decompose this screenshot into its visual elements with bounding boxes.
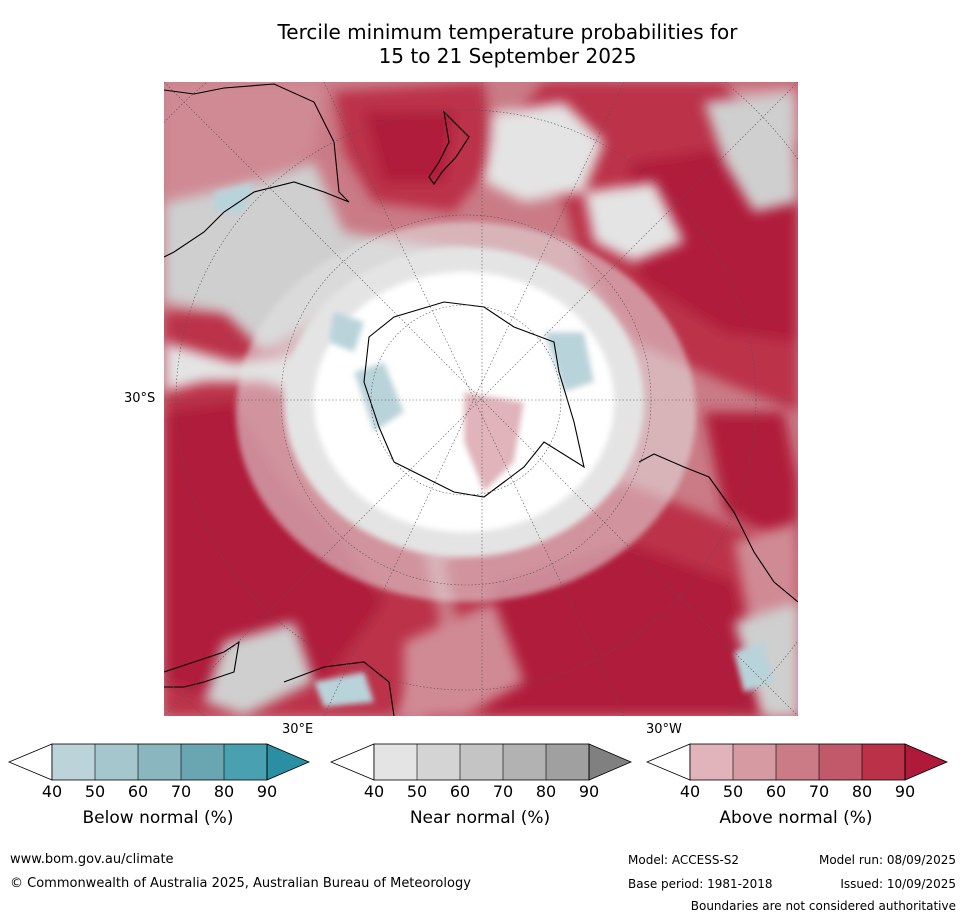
southern-africa-coast [283, 661, 395, 716]
model-run-date: Model run: 08/09/2025 [818, 853, 956, 867]
colorbar-segment-near-90 [588, 743, 632, 781]
south-america-coast [638, 453, 798, 603]
latitude-label: 30°S [124, 391, 156, 406]
legend-tick: 80 [213, 782, 235, 801]
title-line-2: 15 to 21 September 2025 [378, 44, 637, 68]
antarctica-coast [363, 301, 585, 498]
colorbar-segment-above-90 [904, 743, 948, 781]
africa-coast [164, 640, 240, 688]
colorbar-segment-above-40 [690, 744, 733, 780]
legend-tick: 90 [578, 782, 600, 801]
coastlines [164, 83, 798, 716]
website-link[interactable]: www.bom.gov.au/climate [10, 852, 174, 867]
longitude-label-east: 30°E [282, 722, 314, 737]
model-name: Model: ACCESS-S2 [628, 853, 740, 867]
boundary-disclaimer: Boundaries are not considered authoritat… [690, 899, 956, 913]
legend-tick: 60 [449, 782, 471, 801]
polar-ring-region [236, 222, 696, 602]
new-zealand-coast [428, 110, 470, 185]
colorbar-segment-below-90 [266, 743, 310, 781]
legend-tick: 50 [406, 782, 428, 801]
colorbar-segment-near-40 [374, 744, 417, 780]
graticule [164, 82, 798, 716]
legend-title-below: Below normal (%) [82, 808, 234, 828]
below-normal-patches [214, 182, 774, 707]
colorbar-segment-near-70 [503, 744, 546, 780]
legend-tick: 70 [492, 782, 514, 801]
colorbar-above-normal [646, 743, 948, 781]
colorbar-segment-below-70 [181, 744, 224, 780]
legend-tick: 40 [363, 782, 385, 801]
legend-tick: 50 [84, 782, 106, 801]
colorbar-segment-above-80 [862, 744, 905, 780]
legend-tick: 50 [722, 782, 744, 801]
base-period: Base period: 1981-2018 [628, 877, 773, 891]
colorbar-segment-above-lower [646, 743, 691, 781]
polar-map [164, 82, 798, 716]
map-canvas [164, 82, 798, 716]
colorbar-segment-below-50 [95, 744, 138, 780]
legend-above-normal: 40 50 60 70 80 90 Above normal (%) [646, 742, 948, 852]
copyright-notice: © Commonwealth of Australia 2025, Austra… [10, 876, 471, 891]
colorbar-segment-near-50 [417, 744, 460, 780]
legend-title-above: Above normal (%) [719, 808, 873, 828]
longitude-label-west: 30°W [646, 722, 682, 737]
legend-title-near: Near normal (%) [409, 808, 551, 828]
colorbar-segment-below-lower [8, 743, 53, 781]
legend-tick: 70 [808, 782, 830, 801]
legend-tick: 60 [765, 782, 787, 801]
colorbar-below-normal [8, 743, 310, 781]
legend-tick: 90 [894, 782, 916, 801]
colorbar-segment-below-60 [138, 744, 181, 780]
colorbar-segment-near-80 [546, 744, 589, 780]
australia-coast [164, 83, 350, 258]
colorbar-segment-above-60 [776, 744, 819, 780]
legend-tick: 80 [851, 782, 873, 801]
title-line-1: Tercile minimum temperature probabilitie… [277, 20, 738, 44]
colorbar-segment-above-50 [733, 744, 776, 780]
legend-tick: 40 [679, 782, 701, 801]
legend-tick: 60 [127, 782, 149, 801]
legend-tick: 40 [41, 782, 63, 801]
legend-tick: 70 [170, 782, 192, 801]
colorbar-segment-below-80 [224, 744, 267, 780]
colorbar-segment-near-60 [460, 744, 503, 780]
colorbar-segment-near-lower [330, 743, 375, 781]
colorbar-segment-above-70 [819, 744, 862, 780]
legend-below-normal: 40 50 60 70 80 90 Below normal (%) [8, 742, 310, 852]
legend-near-normal: 40 50 60 70 80 90 Near normal (%) [330, 742, 632, 852]
colorbar-segment-below-40 [52, 744, 95, 780]
legend-tick: 80 [535, 782, 557, 801]
map-title: Tercile minimum temperature probabilitie… [0, 20, 965, 68]
legend-tick: 90 [256, 782, 278, 801]
colorbar-near-normal [330, 743, 632, 781]
issued-date: Issued: 10/09/2025 [840, 877, 956, 891]
